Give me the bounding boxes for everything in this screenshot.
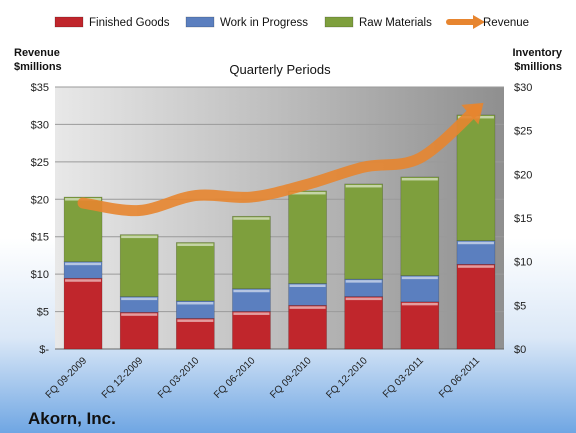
legend-label-revenue: Revenue bbox=[483, 17, 529, 29]
bar-highlight bbox=[345, 297, 382, 301]
bar-finished-goods bbox=[176, 318, 215, 350]
right-axis-tick-label: $15 bbox=[514, 213, 532, 225]
bar-highlight bbox=[177, 319, 214, 322]
bar-work-in-progress bbox=[400, 275, 440, 303]
legend-label-work-in-progress: Work in Progress bbox=[220, 17, 308, 29]
bar-highlight bbox=[345, 280, 382, 283]
bars bbox=[63, 114, 496, 350]
right-axis-title-line1: Inventory bbox=[512, 47, 562, 59]
right-axis-tick-label: $10 bbox=[514, 257, 532, 269]
revenue-arrowhead bbox=[461, 102, 484, 125]
legend-swatch-finished-goods bbox=[54, 16, 84, 28]
bar-highlight bbox=[289, 191, 326, 195]
bar-highlight bbox=[233, 312, 270, 315]
revenue-line-path bbox=[77, 103, 482, 217]
legend-label-raw-materials: Raw Materials bbox=[359, 17, 432, 29]
left-axis-tick-label: $- bbox=[39, 344, 49, 356]
bar-highlight bbox=[233, 217, 270, 220]
legend-label-finished-goods: Finished Goods bbox=[89, 17, 170, 29]
right-axis-tick-label: $20 bbox=[514, 169, 532, 181]
bar-finished-goods bbox=[344, 296, 383, 350]
left-axis-tick-label: $30 bbox=[31, 119, 49, 131]
bar-finished-goods bbox=[456, 263, 496, 350]
left-axis-tick-label: $20 bbox=[31, 194, 49, 206]
bar-highlight bbox=[121, 297, 158, 301]
legend-swatch-raw-materials bbox=[324, 16, 354, 28]
bar-highlight bbox=[401, 276, 438, 280]
bar-highlight bbox=[121, 313, 158, 316]
company-name: Akorn, Inc. bbox=[28, 409, 116, 428]
right-axis-tick-label: $0 bbox=[514, 344, 526, 356]
left-axis-tick-label: $35 bbox=[31, 82, 49, 94]
bar-highlight bbox=[457, 265, 494, 268]
legend-arrowhead bbox=[473, 15, 485, 29]
legend: Finished Goods Work in Progress Raw Materi… bbox=[54, 15, 529, 29]
bar-raw-materials bbox=[232, 215, 271, 290]
bar-highlight bbox=[401, 177, 438, 181]
bar-raw-materials bbox=[400, 176, 440, 276]
bar-raw-materials bbox=[456, 114, 496, 242]
right-axis: $0 $5 $10 $15 $20 $25 $30 bbox=[514, 82, 532, 356]
bar-highlight bbox=[457, 241, 494, 245]
bar-finished-goods bbox=[63, 277, 103, 350]
bar-raw-materials bbox=[344, 183, 383, 280]
bar-highlight bbox=[65, 262, 102, 266]
left-axis-tick-label: $25 bbox=[31, 157, 49, 169]
revenue-line bbox=[77, 102, 484, 217]
bar-highlight bbox=[345, 184, 382, 188]
bar-raw-materials bbox=[288, 190, 327, 284]
bar-highlight bbox=[177, 301, 214, 305]
right-axis-tick-label: $25 bbox=[514, 126, 532, 138]
bar-highlight bbox=[401, 302, 438, 306]
left-axis-title-line2: $millions bbox=[14, 61, 62, 73]
bar-finished-goods bbox=[232, 311, 271, 350]
bar-highlight bbox=[289, 306, 326, 309]
bar-highlight bbox=[289, 284, 326, 287]
bar-finished-goods bbox=[288, 305, 327, 350]
bar-raw-materials bbox=[119, 234, 159, 297]
left-axis-tick-label: $10 bbox=[31, 269, 49, 281]
left-axis-title-line1: Revenue bbox=[14, 47, 60, 59]
left-axis: $- $5 $10 $15 $20 $25 $30 $35 bbox=[31, 82, 50, 356]
legend-swatch-work-in-progress bbox=[185, 16, 215, 28]
bar-highlight bbox=[65, 279, 102, 282]
right-axis-title-line2: $millions bbox=[514, 61, 562, 73]
left-axis-tick-label: $5 bbox=[37, 307, 49, 319]
right-axis-tick-label: $5 bbox=[514, 300, 526, 312]
bar-work-in-progress bbox=[456, 240, 496, 265]
bar-highlight bbox=[177, 243, 214, 246]
left-axis-tick-label: $15 bbox=[31, 232, 49, 244]
bar-finished-goods bbox=[400, 301, 440, 350]
bar-finished-goods bbox=[119, 312, 159, 350]
bar-highlight bbox=[121, 235, 158, 239]
bar-highlight bbox=[233, 289, 270, 293]
right-axis-tick-label: $30 bbox=[514, 82, 532, 94]
bar-raw-materials bbox=[176, 242, 215, 302]
chart-subtitle: Quarterly Periods bbox=[229, 62, 331, 77]
